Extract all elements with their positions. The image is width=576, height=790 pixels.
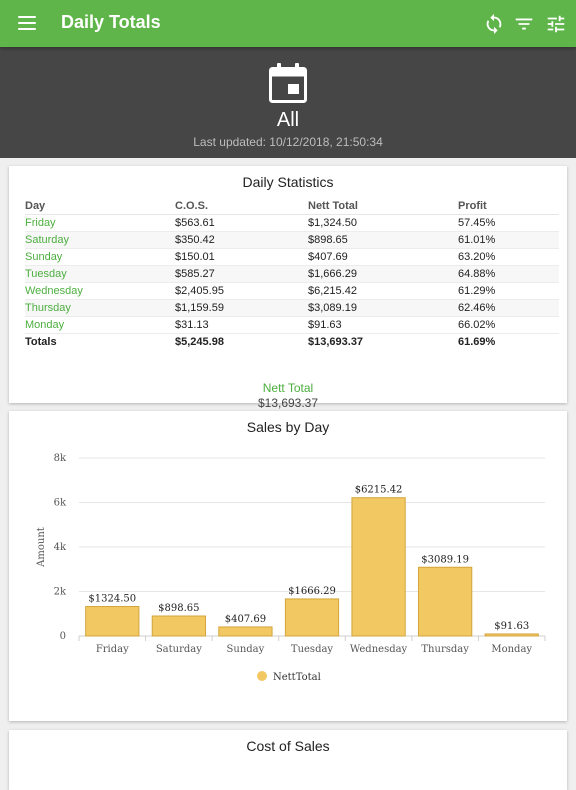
filter-icon[interactable] — [513, 13, 535, 35]
cost-of-sales-card: Cost of Sales — [9, 730, 567, 790]
bar-saturday — [151, 615, 206, 637]
cos-cell: $350.42 — [175, 231, 308, 249]
sales-chart: 0 2k 4k 6k 8k Amount $1324.50 Friday $898.65 Satu… — [36, 453, 546, 683]
cos-cell: $585.27 — [175, 265, 308, 283]
profit-cell: 66.02% — [458, 316, 559, 334]
x-tick-label: Wednesday — [350, 644, 408, 655]
legend-swatch — [257, 671, 267, 681]
data-label: $407.69 — [225, 614, 266, 625]
table-row: Thursday $1,159.59 $3,089.19 62.46% — [25, 299, 559, 317]
last-updated: Last updated: 10/12/2018, 21:50:34 — [193, 135, 383, 149]
calendar-icon[interactable] — [269, 63, 307, 108]
bar-sunday — [218, 626, 273, 637]
nett-total-cell: $1,324.50 — [308, 214, 458, 232]
totals-nett: $13,693.37 — [308, 336, 364, 348]
menu-icon[interactable] — [18, 15, 36, 31]
totals-profit: 61.69% — [458, 336, 496, 348]
totals-cos: $5,245.98 — [175, 336, 224, 348]
table-header-row: Day C.O.S. Nett Total Profit — [25, 198, 559, 215]
x-tick-label: Sunday — [227, 644, 265, 655]
cos-cell: $2,405.95 — [175, 282, 308, 300]
nett-total-cell: $91.63 — [308, 316, 458, 334]
bar-thursday — [418, 566, 473, 637]
profit-cell: 61.01% — [458, 231, 559, 249]
day-cell: Saturday — [25, 231, 175, 249]
data-label: $898.65 — [158, 603, 199, 614]
nett-total-cell: $407.69 — [308, 248, 458, 266]
column-header: Day — [25, 198, 175, 215]
cos-cell: $150.01 — [175, 248, 308, 266]
y-tick-label: 4k — [54, 542, 67, 553]
profit-cell: 62.46% — [458, 299, 559, 317]
card-title: Daily Statistics — [242, 174, 334, 190]
data-label: $1666.29 — [288, 586, 336, 597]
y-tick-label: 8k — [54, 453, 67, 464]
column-header: Nett Total — [308, 198, 458, 215]
nett-total-cell: $898.65 — [308, 231, 458, 249]
totals-label: Totals — [25, 336, 57, 348]
column-header: C.O.S. — [175, 198, 308, 215]
daily-statistics-card: Daily Statistics Day C.O.S. Nett Total P… — [9, 166, 567, 410]
y-tick-label: 2k — [54, 587, 67, 598]
data-label: $91.63 — [494, 621, 529, 632]
profit-cell: 63.20% — [458, 248, 559, 266]
day-cell: Friday — [25, 214, 175, 232]
day-cell: Wednesday — [25, 282, 175, 300]
period-name: All — [276, 109, 300, 131]
table-row: Saturday $350.42 $898.65 61.01% — [25, 231, 559, 249]
table-row: Monday $31.13 $91.63 66.02% — [25, 316, 559, 334]
app-bar: Daily Totals — [0, 0, 576, 47]
day-cell: Monday — [25, 316, 175, 334]
day-cell: Sunday — [25, 248, 175, 266]
nett-total-cell: $6,215.42 — [308, 282, 458, 300]
profit-cell: 57.45% — [458, 214, 559, 232]
data-label: $3089.19 — [421, 554, 469, 565]
sales-by-day-card: Sales by Day 0 2k 4k 6k 8k Amount $1324.50 Frid… — [9, 411, 567, 721]
statistics-table: Day C.O.S. Nett Total Profit Friday $563… — [25, 198, 559, 350]
nett-total-cell: $1,666.29 — [308, 265, 458, 283]
sync-icon[interactable] — [483, 13, 505, 35]
cos-cell: $563.61 — [175, 214, 308, 232]
cos-cell: $31.13 — [175, 316, 308, 334]
data-label: $6215.42 — [355, 485, 403, 496]
tune-icon[interactable] — [545, 13, 567, 35]
x-tick-label: Tuesday — [291, 644, 334, 655]
y-tick-label: 6k — [54, 498, 67, 509]
bar-monday — [484, 633, 539, 637]
x-tick-label: Monday — [491, 644, 532, 655]
y-axis-label: Amount — [36, 527, 47, 568]
card-title: Cost of Sales — [246, 738, 330, 754]
cos-cell: $1,159.59 — [175, 299, 308, 317]
bar-tuesday — [284, 598, 340, 637]
table-row: Tuesday $585.27 $1,666.29 64.88% — [25, 265, 559, 283]
data-label: $1324.50 — [88, 594, 136, 605]
table-row: Sunday $150.01 $407.69 63.20% — [25, 248, 559, 266]
day-cell: Tuesday — [25, 265, 175, 283]
column-header: Profit — [458, 198, 559, 215]
profit-cell: 64.88% — [458, 265, 559, 283]
bar-wednesday — [351, 497, 406, 637]
profit-cell: 61.29% — [458, 282, 559, 300]
totals-row: Totals $5,245.98 $13,693.37 61.69% — [25, 334, 559, 351]
bar-friday — [85, 606, 140, 637]
x-tick-label: Saturday — [156, 644, 202, 655]
table-row: Wednesday $2,405.95 $6,215.42 61.29% — [25, 282, 559, 300]
nett-total-label: Nett Total — [262, 381, 314, 395]
nett-total-value: $13,693.37 — [257, 396, 319, 410]
legend-label: NettTotal — [273, 672, 321, 683]
nett-total-cell: $3,089.19 — [308, 299, 458, 317]
day-cell: Thursday — [25, 299, 175, 317]
app-title: Daily Totals — [61, 12, 161, 32]
chart-title: Sales by Day — [246, 419, 330, 435]
table-row: Friday $563.61 $1,324.50 57.45% — [25, 214, 559, 232]
x-tick-label: Thursday — [421, 644, 469, 655]
period-header: All Last updated: 10/12/2018, 21:50:34 — [0, 47, 576, 158]
y-tick-label: 0 — [60, 631, 66, 642]
x-tick-label: Friday — [96, 644, 129, 655]
